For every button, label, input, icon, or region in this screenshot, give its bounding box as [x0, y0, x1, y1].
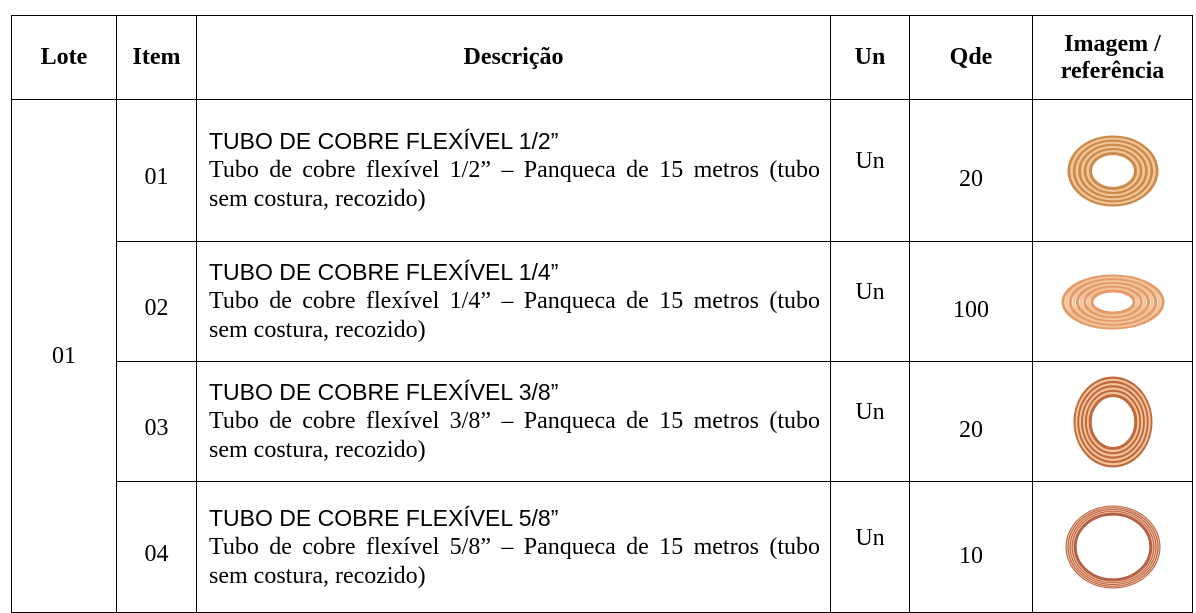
coil-ring	[1073, 512, 1152, 582]
coil-ring	[1075, 141, 1150, 200]
unit-cell: Un	[830, 361, 910, 482]
header-cell: Descrição	[196, 15, 831, 100]
coil-ring	[1068, 277, 1157, 326]
item-row: 04 TUBO DE COBRE FLEXÍVEL 5/8” Tubo de cob…	[12, 481, 1193, 613]
image-cell	[1032, 361, 1193, 482]
item-row: 02 TUBO DE COBRE FLEXÍVEL 1/4” Tubo de cob…	[12, 241, 1193, 362]
header-cell: Qde	[909, 15, 1033, 100]
copper-coil-image	[1073, 376, 1152, 467]
description-cell: TUBO DE COBRE FLEXÍVEL 3/8” Tubo de cobre…	[196, 361, 831, 482]
coil-ring	[1079, 283, 1146, 320]
coil-ring	[1072, 139, 1153, 202]
item-cell: 04	[116, 481, 197, 613]
unit-cell: Un	[830, 481, 910, 613]
header-row: Lote Item Descrição Un Qde Imagem / refe…	[11, 15, 1193, 100]
header-cell: Imagem / referência	[1032, 15, 1193, 100]
coil-ring	[1071, 279, 1154, 324]
coil-ring	[1073, 376, 1152, 467]
coil-ring	[1082, 285, 1143, 318]
item-description: Tubo de cobre flexível 3/8” – Panqueca d…	[209, 408, 820, 463]
quantity-cell: 10	[909, 481, 1033, 613]
coil-ring	[1088, 151, 1137, 190]
description-cell: TUBO DE COBRE FLEXÍVEL 1/4” Tubo de cobre…	[196, 241, 831, 362]
coil-ring	[1086, 391, 1139, 452]
quantity-cell: 20	[909, 99, 1033, 242]
item-row: 01 01 TUBO DE COBRE FLEXÍVEL 1/2” Tubo de c…	[11, 99, 1193, 613]
image-cell	[1032, 481, 1193, 613]
coil-ring	[1085, 149, 1140, 192]
item-title: TUBO DE COBRE FLEXÍVEL 3/8”	[209, 379, 559, 405]
copper-coil-image	[1067, 135, 1158, 206]
item-cell: 02	[116, 241, 197, 362]
description-cell: TUBO DE COBRE FLEXÍVEL 5/8” Tubo de cobre…	[196, 481, 831, 613]
coil-ring	[1074, 378, 1151, 465]
coil-ring	[1078, 382, 1147, 461]
lote-cell: 01	[11, 99, 117, 613]
unit-cell: Un	[830, 241, 910, 362]
coil-ring	[1088, 393, 1137, 450]
lot-table: Lote Item Descrição Un Qde Imagem / refe…	[11, 15, 1193, 613]
coil-ring	[1069, 137, 1156, 204]
table-body: Lote Item Descrição Un Qde Imagem / refe…	[11, 15, 1193, 613]
item-row: 03 TUBO DE COBRE FLEXÍVEL 3/8” Tubo de cob…	[12, 361, 1193, 482]
quantity-cell: 100	[909, 241, 1033, 362]
item-title: TUBO DE COBRE FLEXÍVEL 5/8”	[209, 504, 559, 531]
image-cell	[1032, 99, 1193, 242]
coil-ring	[1064, 275, 1161, 328]
header-cell: Un	[830, 15, 910, 100]
item-cell: 01	[116, 99, 197, 242]
coil-ring	[1082, 387, 1143, 456]
description-cell: TUBO DE COBRE FLEXÍVEL 1/2” Tubo de cobre…	[196, 99, 831, 242]
header-cell: Lote	[11, 15, 117, 100]
item-description: Tubo de cobre flexível 1/4” – Panqueca d…	[209, 288, 820, 343]
item-description: Tubo de cobre flexível 5/8” – Panqueca d…	[209, 533, 820, 589]
image-cell	[1032, 241, 1193, 362]
item-title: TUBO DE COBRE FLEXÍVEL 1/4”	[209, 259, 559, 285]
coil-ring	[1089, 289, 1136, 314]
coil-ring	[1084, 389, 1141, 454]
coil-ring	[1086, 287, 1139, 316]
unit-cell: Un	[830, 99, 910, 242]
coil-ring	[1067, 135, 1158, 206]
quantity-cell: 20	[909, 361, 1033, 482]
header-cell: Item	[116, 15, 197, 100]
coil-ring	[1080, 145, 1145, 196]
item-cell: 03	[116, 361, 197, 482]
coil-ring	[1075, 281, 1150, 322]
copper-coil-image	[1065, 505, 1160, 589]
coil-ring	[1076, 380, 1149, 463]
item-description: Tubo de cobre flexível 1/2” – Panqueca d…	[209, 157, 820, 212]
coil-ring	[1083, 147, 1142, 194]
item-title: TUBO DE COBRE FLEXÍVEL 1/2”	[209, 128, 559, 154]
coil-ring	[1061, 274, 1164, 329]
coil-ring	[1077, 143, 1148, 198]
copper-coil-image	[1061, 274, 1164, 329]
coil-ring	[1080, 384, 1145, 459]
